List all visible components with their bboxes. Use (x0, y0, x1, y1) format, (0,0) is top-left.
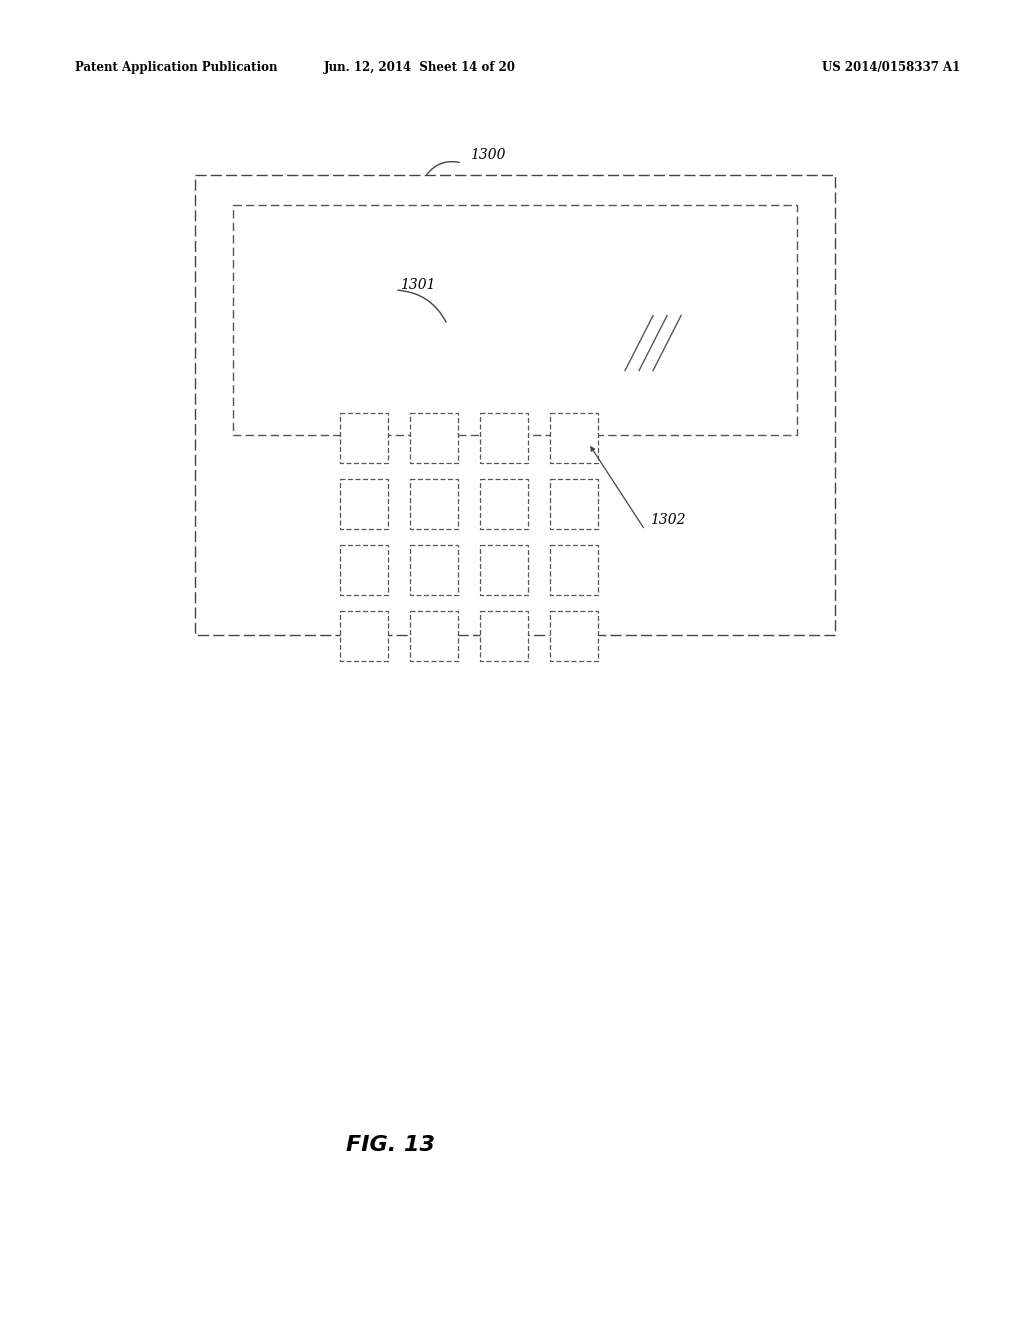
Bar (550, 611, 598, 661)
Bar (340, 479, 388, 529)
Bar (411, 545, 458, 595)
Text: FIG. 13: FIG. 13 (345, 1135, 434, 1155)
Bar (411, 479, 458, 529)
Bar (340, 545, 388, 595)
Bar (411, 611, 458, 661)
Bar (480, 479, 528, 529)
Bar (411, 413, 458, 463)
Bar (550, 479, 598, 529)
Bar (480, 611, 528, 661)
Text: Jun. 12, 2014  Sheet 14 of 20: Jun. 12, 2014 Sheet 14 of 20 (324, 62, 516, 74)
Text: Patent Application Publication: Patent Application Publication (75, 62, 278, 74)
Text: US 2014/0158337 A1: US 2014/0158337 A1 (821, 62, 961, 74)
Text: 1300: 1300 (470, 148, 506, 162)
Bar (480, 545, 528, 595)
Bar (550, 413, 598, 463)
Text: 1301: 1301 (400, 279, 435, 292)
Bar (550, 545, 598, 595)
Bar (340, 611, 388, 661)
Text: 1302: 1302 (650, 513, 685, 527)
Bar (195, 176, 835, 635)
Bar (340, 413, 388, 463)
Bar (233, 205, 797, 436)
Bar (480, 413, 528, 463)
